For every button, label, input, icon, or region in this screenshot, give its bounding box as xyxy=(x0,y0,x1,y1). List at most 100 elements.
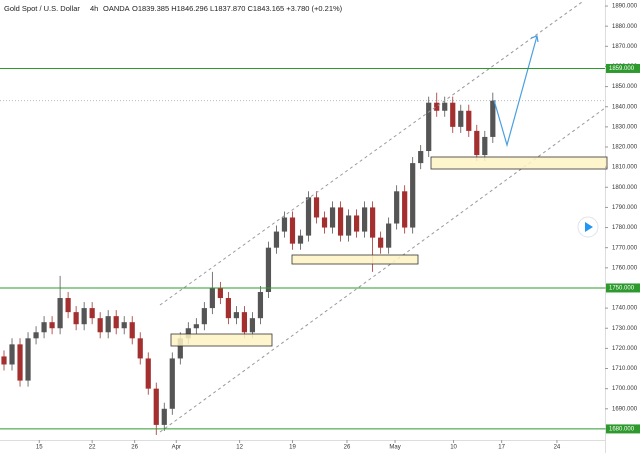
candle-body xyxy=(17,344,23,381)
y-tick-label: 1870.000 xyxy=(612,44,638,50)
candle-body xyxy=(257,291,264,319)
ohlc-readout: O1839.385 H1846.296 L1837.870 C1843.165 … xyxy=(132,4,343,13)
x-tick-label: 26 xyxy=(344,445,351,451)
y-tick-label: 1850.000 xyxy=(612,84,638,90)
candle-body xyxy=(305,197,312,236)
candle-body xyxy=(49,322,55,329)
level-label: 1859.000 xyxy=(609,66,635,72)
y-tick-label: 1890.000 xyxy=(612,4,638,10)
candle-body xyxy=(145,358,151,389)
candle-body xyxy=(25,338,31,381)
candle-body xyxy=(105,316,111,333)
y-tick-label: 1840.000 xyxy=(612,104,638,110)
candle-body xyxy=(217,287,223,299)
candle-body xyxy=(313,197,320,218)
candle-body xyxy=(73,312,79,325)
candle-body xyxy=(137,338,143,359)
candle-body xyxy=(201,308,207,325)
y-tick-label: 1790.000 xyxy=(612,205,638,211)
candle-body xyxy=(209,287,215,309)
candle-body xyxy=(370,207,376,238)
candle-body xyxy=(1,356,7,365)
candle-body xyxy=(353,215,360,232)
y-tick-label: 1760.000 xyxy=(612,265,638,271)
exchange: OANDA xyxy=(103,4,130,13)
y-tick-label: 1800.000 xyxy=(612,185,638,191)
candle-body xyxy=(233,312,239,319)
candle-body xyxy=(434,102,440,111)
candle-body xyxy=(41,322,47,333)
y-tick-label: 1740.000 xyxy=(612,306,638,312)
x-tick-label: 22 xyxy=(89,445,96,451)
candle-body xyxy=(9,344,15,365)
candle-body xyxy=(185,328,191,339)
candle-body xyxy=(281,217,288,232)
y-tick-label: 1880.000 xyxy=(612,24,638,30)
candle-body xyxy=(241,312,248,333)
drawings xyxy=(159,1,608,433)
support-zone xyxy=(291,254,419,265)
projection-arrow xyxy=(493,35,538,148)
candle-body xyxy=(57,298,63,329)
candle-body xyxy=(394,191,400,224)
candle-body xyxy=(161,408,167,425)
candle-body xyxy=(490,100,496,137)
candle-body xyxy=(442,102,448,111)
plot-area xyxy=(0,92,605,435)
level-label: 1680.000 xyxy=(609,427,635,433)
candle-body xyxy=(249,318,256,333)
x-tick-label: 15 xyxy=(36,445,43,451)
y-tick-label: 1810.000 xyxy=(612,165,638,171)
y-tick-label: 1720.000 xyxy=(612,346,638,352)
candle-body xyxy=(129,322,135,339)
y-tick-label: 1780.000 xyxy=(612,225,638,231)
candle-body xyxy=(121,322,127,329)
candle-body xyxy=(458,110,464,127)
y-tick-label: 1700.000 xyxy=(612,386,638,392)
candle-body xyxy=(97,318,103,333)
candle-body xyxy=(273,231,280,248)
y-tick-label: 1690.000 xyxy=(612,406,638,412)
candle-body xyxy=(345,215,352,236)
candle-body xyxy=(169,358,175,409)
candle-body xyxy=(474,130,480,156)
x-tick-label: 17 xyxy=(498,445,505,451)
candle-body xyxy=(89,308,95,319)
candle-body xyxy=(482,136,488,156)
y-tick-label: 1710.000 xyxy=(612,366,638,372)
candle-body xyxy=(450,102,456,127)
x-tick-label: 24 xyxy=(554,445,561,451)
candle-body xyxy=(337,207,344,236)
interval: 4h xyxy=(90,4,98,13)
candle-body xyxy=(418,151,424,164)
candle-body xyxy=(33,332,39,339)
candle-body xyxy=(289,217,296,244)
candle-body xyxy=(177,338,183,359)
x-tick-label: 10 xyxy=(450,445,457,451)
candle-body xyxy=(386,223,392,248)
candle-body xyxy=(426,102,432,152)
play-icon xyxy=(585,222,593,232)
x-tick-label: May xyxy=(389,445,400,451)
x-tick-label: 26 xyxy=(131,445,138,451)
candle-body xyxy=(113,316,119,329)
candle-body xyxy=(193,324,199,329)
arrow-head xyxy=(530,35,539,43)
level-label-box xyxy=(606,283,640,293)
candle-body xyxy=(329,207,336,228)
candle-body xyxy=(81,308,87,325)
symbol: Gold Spot / U.S. Dollar xyxy=(4,4,80,13)
support-zone xyxy=(430,156,608,170)
candle-body xyxy=(361,207,368,232)
candle-body xyxy=(402,191,408,228)
x-tick-label: 19 xyxy=(289,445,296,451)
level-label-box xyxy=(606,63,640,73)
x-tick-label: 12 xyxy=(236,445,243,451)
candle-body xyxy=(321,217,328,228)
candle-body xyxy=(410,163,416,228)
level-label: 1750.000 xyxy=(609,286,635,292)
y-tick-label: 1730.000 xyxy=(612,326,638,332)
candle-body xyxy=(265,247,272,292)
